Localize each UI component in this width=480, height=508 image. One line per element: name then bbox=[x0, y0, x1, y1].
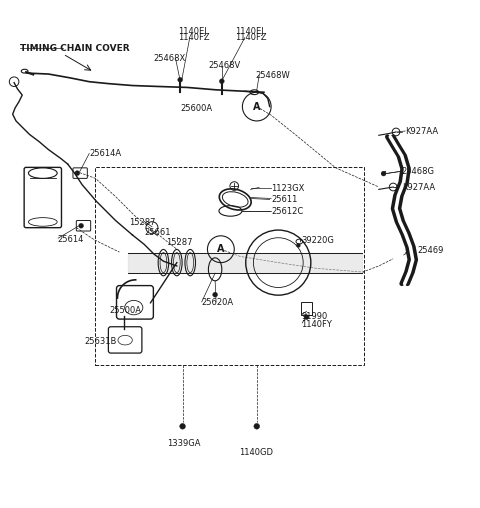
Text: 39220G: 39220G bbox=[301, 236, 334, 245]
Text: 1140FY: 1140FY bbox=[301, 321, 332, 329]
Text: 25620A: 25620A bbox=[202, 298, 234, 307]
Text: 1339GA: 1339GA bbox=[167, 438, 200, 448]
Circle shape bbox=[180, 424, 185, 429]
Circle shape bbox=[254, 424, 260, 429]
Text: 25500A: 25500A bbox=[110, 306, 142, 315]
Text: 1140FZ: 1140FZ bbox=[178, 33, 209, 42]
Text: K927AA: K927AA bbox=[402, 183, 435, 193]
Text: K927AA: K927AA bbox=[405, 128, 438, 137]
Circle shape bbox=[213, 292, 217, 297]
Text: 25614: 25614 bbox=[57, 235, 84, 244]
Text: 1140EJ: 1140EJ bbox=[235, 27, 264, 36]
Circle shape bbox=[219, 79, 224, 84]
Circle shape bbox=[297, 243, 300, 247]
Text: 25600A: 25600A bbox=[181, 104, 213, 113]
Text: 25468W: 25468W bbox=[255, 72, 290, 80]
Text: A: A bbox=[253, 102, 261, 112]
Circle shape bbox=[75, 171, 80, 175]
Text: 25468V: 25468V bbox=[209, 61, 241, 71]
Text: 25661: 25661 bbox=[144, 228, 171, 237]
Text: 1123GX: 1123GX bbox=[271, 184, 304, 193]
Circle shape bbox=[79, 224, 84, 228]
Text: 15287: 15287 bbox=[166, 238, 192, 246]
Text: 25468X: 25468X bbox=[153, 54, 185, 63]
Bar bbox=[96, 167, 364, 365]
Circle shape bbox=[304, 315, 309, 320]
Text: 1140EJ: 1140EJ bbox=[178, 27, 206, 36]
Text: TIMING CHAIN COVER: TIMING CHAIN COVER bbox=[20, 44, 130, 53]
Text: 1140FZ: 1140FZ bbox=[235, 33, 267, 42]
Text: 25611: 25611 bbox=[271, 195, 298, 204]
Bar bbox=[301, 302, 312, 315]
Text: 15287: 15287 bbox=[129, 218, 156, 227]
Text: 25614A: 25614A bbox=[89, 149, 121, 158]
Text: 1140GD: 1140GD bbox=[239, 448, 273, 457]
Text: 91990: 91990 bbox=[301, 312, 327, 321]
Text: 25612C: 25612C bbox=[271, 207, 303, 216]
Circle shape bbox=[178, 77, 182, 82]
Circle shape bbox=[381, 171, 386, 176]
Text: 25469: 25469 bbox=[417, 246, 444, 255]
Text: A: A bbox=[217, 244, 225, 254]
Text: 25631B: 25631B bbox=[84, 337, 117, 345]
Text: 25468G: 25468G bbox=[402, 167, 435, 176]
